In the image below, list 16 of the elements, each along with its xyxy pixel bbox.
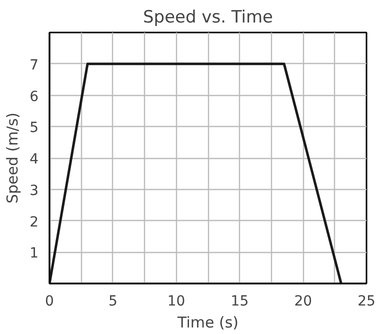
y-tick-label: 2 [30,214,39,230]
x-tick-label: 0 [45,294,54,310]
y-tick-label: 3 [30,182,39,199]
y-tick-label: 1 [30,246,39,262]
x-tick-label: 20 [294,294,312,310]
y-tick-label: 6 [30,88,39,105]
x-tick-label: 10 [167,294,186,310]
y-tick-label: 5 [30,120,39,136]
x-axis-title: Time (s) [176,314,238,332]
y-tick-label: 4 [30,152,39,168]
y-tick-label: 7 [30,57,39,74]
y-axis-title: Speed (m/s) [4,112,22,204]
x-tick-label: 5 [108,294,118,310]
chart-title: Speed vs. Time [142,8,274,28]
x-tick-label: 25 [358,294,376,310]
x-tick-label: 15 [230,294,249,310]
